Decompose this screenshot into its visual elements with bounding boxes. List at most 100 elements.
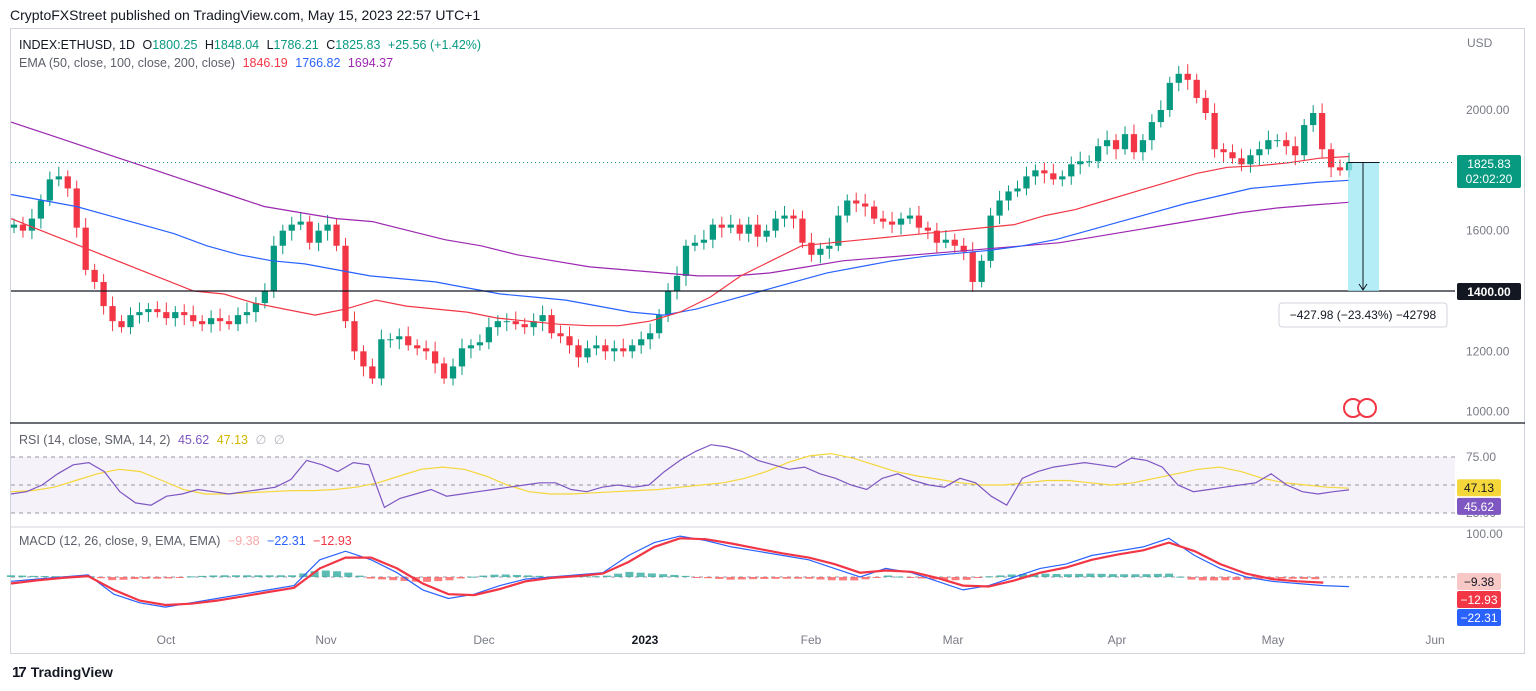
event-flag-icon	[1357, 398, 1377, 418]
candle-body	[1229, 152, 1236, 159]
macd-histogram-bar	[928, 577, 937, 580]
candle-body	[862, 203, 869, 207]
ema100-line	[10, 179, 1350, 316]
tradingview-footer[interactable]: 17 TradingView	[12, 664, 113, 681]
x-axis-tick: Oct	[157, 633, 176, 647]
macd-histogram-bar	[951, 577, 960, 581]
macd-histogram-bar	[917, 577, 926, 579]
candle-body	[700, 239, 708, 243]
symbol-label: INDEX:ETHUSD, 1D	[19, 38, 135, 52]
candle-body	[378, 339, 385, 379]
rsi-sma-badge	[1457, 479, 1501, 497]
macd-histogram-bar	[749, 577, 758, 580]
rsi-badge-value: 45.62	[1464, 500, 1494, 514]
macd-histogram-bar	[625, 571, 634, 577]
x-axis-tick: Nov	[315, 633, 336, 647]
candle-body	[1094, 146, 1102, 162]
macd-histogram-bar	[220, 575, 229, 577]
candle-body	[1193, 79, 1200, 98]
macd-histogram-bar	[906, 577, 915, 578]
candle-body	[844, 200, 851, 216]
macd-histogram-bar	[445, 577, 454, 581]
macd-histogram-bar	[1075, 573, 1084, 577]
main-legend[interactable]: INDEX:ETHUSD, 1D O1800.25 H1848.04 L1786…	[19, 38, 485, 52]
macd-histogram-bar	[715, 577, 724, 579]
candle-body	[1077, 161, 1084, 165]
measure-label-text: −427.98 (−23.43%) −42798	[1290, 308, 1437, 322]
candle-body	[163, 312, 170, 319]
macd-badge-value: −22.31	[1460, 611, 1497, 625]
macd-histogram-bar	[40, 576, 49, 578]
ema-legend[interactable]: EMA (50, close, 100, close, 200, close) …	[19, 56, 397, 70]
macd-signal-value: −12.93	[313, 534, 352, 548]
chart-frame[interactable]	[10, 28, 1525, 654]
macd-histogram-bar	[51, 576, 60, 578]
candle-body	[1068, 164, 1075, 177]
candle-body	[1112, 140, 1120, 150]
x-axis-tick: May	[1262, 633, 1285, 647]
candle-body	[933, 230, 940, 243]
candle-body	[1283, 140, 1290, 147]
candle-body	[333, 224, 340, 246]
candle-body	[190, 315, 197, 322]
rsi-legend[interactable]: RSI (14, close, SMA, 14, 2) 45.62 47.13 …	[19, 432, 289, 447]
ema-label: EMA (50, close, 100, close, 200, close)	[19, 56, 236, 70]
macd-histogram-bar	[985, 576, 994, 578]
candle-body	[315, 230, 322, 243]
price-axis-tick: 1600.00	[1466, 224, 1510, 238]
candle-body	[73, 188, 80, 228]
candle-body	[1247, 155, 1254, 165]
macd-hist-badge-value: −9.38	[1464, 575, 1495, 589]
candle-body	[136, 312, 143, 316]
candle-body	[1336, 167, 1344, 171]
level-badge-value: 1400.00	[1467, 285, 1511, 299]
macd-histogram-bar	[524, 575, 533, 577]
candle-body	[736, 224, 743, 234]
candle-body	[270, 245, 277, 291]
candle-body	[225, 321, 233, 325]
macd-histogram-bar	[423, 577, 432, 582]
candle-body	[709, 224, 716, 240]
candle-body	[234, 315, 242, 325]
candle-body	[360, 351, 367, 367]
macd-histogram-bar	[366, 577, 375, 579]
last-price-badge-value: 1825.83	[1467, 157, 1511, 171]
macd-histogram-bar	[535, 575, 544, 577]
candle-body	[772, 218, 779, 231]
macd-histogram-bar	[884, 575, 893, 577]
macd-histogram-bar	[456, 577, 465, 579]
macd-histogram-bar	[1288, 577, 1297, 579]
macd-legend[interactable]: MACD (12, 26, close, 9, EMA, EMA) −9.38 …	[19, 534, 356, 548]
macd-histogram-bar	[1277, 577, 1286, 579]
macd-histogram-bar	[1018, 574, 1027, 577]
candle-body	[924, 227, 932, 231]
macd-histogram-bar	[839, 577, 848, 581]
candle-body	[942, 239, 949, 243]
macd-histogram-bar	[602, 575, 611, 577]
macd-signal-line	[10, 537, 1324, 607]
candle-body	[611, 348, 618, 352]
candle-body	[629, 345, 636, 352]
candle-body	[485, 327, 493, 343]
macd-histogram-bar	[355, 575, 364, 577]
candle-body	[673, 275, 681, 291]
macd-histogram-bar	[254, 575, 263, 577]
candle-body	[279, 230, 286, 246]
macd-histogram-bar	[580, 576, 589, 578]
candle-body	[897, 218, 905, 225]
open-value: 1800.25	[152, 38, 198, 52]
candle-body	[91, 269, 98, 282]
macd-histogram-bar	[1311, 577, 1320, 580]
macd-histogram-bar	[501, 574, 510, 577]
macd-histogram-bar	[141, 577, 150, 579]
x-axis-tick: Mar	[943, 633, 964, 647]
candle-body	[467, 345, 475, 349]
candle-body	[1130, 134, 1138, 153]
macd-histogram-bar	[96, 577, 105, 579]
candle-body	[1103, 140, 1111, 147]
candle-body	[530, 321, 537, 328]
candle-body	[1256, 149, 1263, 156]
candle-body	[566, 336, 573, 346]
candle-body	[387, 339, 394, 341]
